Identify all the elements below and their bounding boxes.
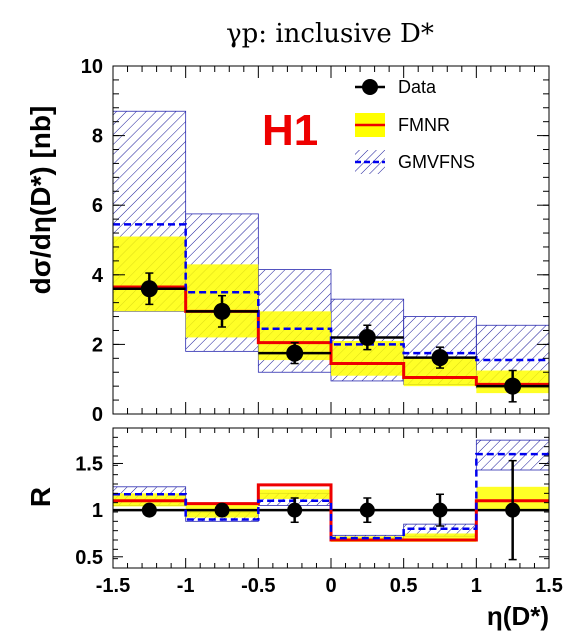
- x-tick-label: 0.5: [390, 575, 418, 597]
- data-point: [504, 377, 522, 395]
- data-point: [431, 349, 449, 367]
- data-point: [214, 502, 230, 518]
- x-tick-label: -1: [177, 575, 195, 597]
- bottom-y-ticks: 0.5 1 1.5: [75, 427, 549, 569]
- data-point: [287, 502, 303, 518]
- y-tick-label: 0.5: [75, 547, 103, 569]
- y-tick-label: 2: [92, 334, 103, 356]
- ratio-gmvfns-line: [113, 452, 549, 540]
- y-tick-label: 4: [92, 265, 104, 287]
- chart-title: γp: inclusive D*: [226, 19, 434, 49]
- experiment-label: H1: [262, 106, 318, 155]
- y-tick-label: 1.5: [75, 453, 103, 475]
- gmvfns-step: [113, 452, 549, 540]
- top-y-ticks: 0 2 4 6 8 10: [81, 56, 549, 426]
- data-point: [432, 502, 448, 518]
- data-points: [113, 272, 549, 403]
- data-point: [359, 502, 375, 518]
- y-tick-label: 8: [92, 126, 103, 148]
- top-x-ticks: [112, 66, 550, 414]
- ratio-data-points: [141, 459, 521, 561]
- x-tick-label: -1.5: [96, 575, 130, 597]
- top-panel: 0 2 4 6 8 10 dσ/dη(D*) [nb] H1 Data FMNR GMVF…: [25, 56, 550, 426]
- x-tick-label: 1.5: [535, 575, 563, 597]
- fmnr-band-bin: [258, 489, 331, 499]
- data-point: [505, 502, 521, 518]
- x-tick-label: 0: [325, 575, 336, 597]
- ratio-axis-label: R: [25, 487, 56, 507]
- y-tick-label: 10: [81, 56, 103, 78]
- data-point: [141, 502, 157, 518]
- data-point: [213, 302, 231, 320]
- y-tick-label: 1: [92, 500, 103, 522]
- x-axis-label: η(D*): [487, 601, 549, 631]
- y-tick-label: 6: [92, 195, 103, 217]
- legend-data-marker: [362, 79, 378, 95]
- legend-data-label: Data: [398, 77, 437, 97]
- y-tick-label: 0: [92, 404, 103, 426]
- legend-gmvfns-label: GMVFNS: [398, 152, 475, 172]
- legend: Data FMNR GMVFNS: [355, 77, 475, 174]
- bottom-x-ticks: -1.5 -1 -0.5 0 0.5 1 1.5: [96, 428, 563, 597]
- bottom-panel: 0.5 1 1.5 -1.5 -1 -0.5 0 0.5 1 1.5 R η(D*): [25, 427, 563, 631]
- data-point: [140, 280, 158, 298]
- legend-fmnr-label: FMNR: [398, 115, 450, 135]
- data-point: [286, 344, 304, 362]
- y-axis-label: dσ/dη(D*) [nb]: [25, 106, 56, 295]
- data-point: [358, 328, 376, 346]
- fmnr-band-bin: [403, 533, 477, 542]
- x-tick-label: 1: [471, 575, 482, 597]
- x-tick-label: -0.5: [241, 575, 275, 597]
